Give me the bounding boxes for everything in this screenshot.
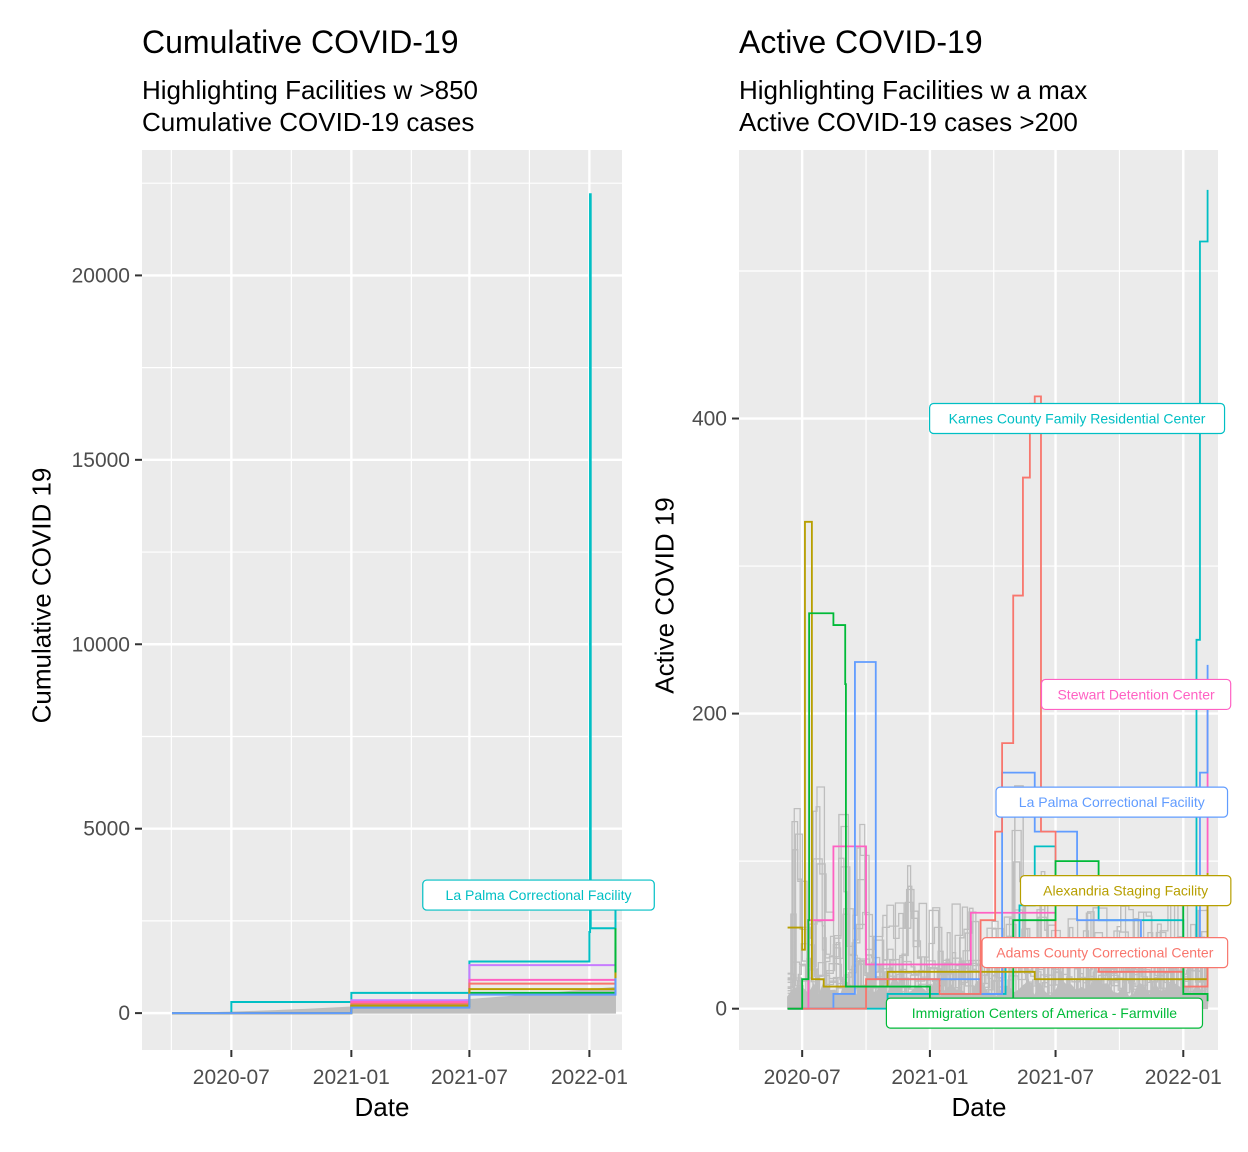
chart-subtitle-line-2: Cumulative COVID-19 cases	[142, 107, 475, 137]
annotation-label: Alexandria Staging Facility	[1019, 875, 1232, 907]
annotation-label: La Palma Correctional Facility	[995, 786, 1229, 818]
y-tick-label: 200	[692, 703, 727, 726]
chart-subtitle-line-1: Highlighting Facilities w a max	[739, 75, 1088, 105]
annotation-label: Karnes County Family Residential Center	[929, 402, 1226, 435]
plot-background	[142, 150, 622, 1050]
cumulative-chart-svg: 2020-07 2021-01 2021-07 2022-01 0 5000 10000 15…	[72, 150, 655, 1089]
y-tick-label: 20000	[72, 264, 130, 287]
chart-title: Cumulative COVID-19	[142, 24, 459, 60]
active-chart-svg: 2020-07 2021-01 2021-07 2022-01 0 200 400 Karne…	[692, 150, 1232, 1089]
y-tick-label: 10000	[72, 633, 130, 656]
annotation-text: Stewart Detention Center	[1057, 686, 1215, 702]
annotation-box	[981, 937, 1229, 969]
y-tick-label: 400	[692, 408, 727, 431]
cumulative-chart-panel: Cumulative COVID-19 Highlighting Facilit…	[26, 24, 655, 1122]
x-tick-label: 2022-01	[1145, 1066, 1222, 1089]
annotation-box	[929, 402, 1226, 435]
chart-subtitle-line-2: Active COVID-19 cases >200	[739, 107, 1078, 137]
y-axis-label: Active COVID 19	[649, 497, 680, 694]
y-tick-label: 5000	[83, 818, 130, 841]
annotation-text: La Palma Correctional Facility	[1019, 794, 1205, 810]
x-axis-label: Date	[354, 1092, 410, 1122]
annotation-text: Immigration Centers of America - Farmvil…	[912, 1005, 1178, 1021]
annotation-text: Karnes County Family Residential Center	[949, 411, 1206, 427]
annotation-text: La Palma Correctional Facility	[446, 887, 632, 903]
y-axis-label: Cumulative COVID 19	[26, 467, 57, 724]
chart-subtitle-line-1: Highlighting Facilities w >850	[142, 75, 479, 105]
series-line	[172, 978, 617, 1015]
series-line	[172, 193, 617, 1015]
annotation-label: Stewart Detention Center	[1040, 678, 1232, 711]
y-tick-label: 0	[118, 1002, 130, 1025]
y-tick-label: 15000	[72, 449, 130, 472]
annotation-label: La Palma Correctional Facility	[422, 879, 655, 911]
annotation-box	[1019, 875, 1232, 907]
x-tick-label: 2020-07	[764, 1066, 841, 1089]
annotation-box	[422, 879, 655, 911]
chart-title: Active COVID-19	[739, 24, 983, 60]
annotation-label: Adams County Correctional Center	[981, 937, 1229, 969]
x-tick-label: 2020-07	[193, 1066, 270, 1089]
annotation-box	[1040, 678, 1232, 711]
x-tick-label: 2021-07	[431, 1066, 508, 1089]
x-tick-label: 2021-01	[891, 1066, 968, 1089]
x-axis-label: Date	[951, 1092, 1007, 1122]
x-tick-label: 2021-07	[1017, 1066, 1094, 1089]
x-tick-label: 2022-01	[551, 1066, 628, 1089]
active-chart-panel: Active COVID-19 Highlighting Facilities …	[630, 0, 1248, 1152]
annotation-label: Immigration Centers of America - Farmvil…	[885, 997, 1204, 1029]
series-line	[787, 520, 1209, 988]
y-tick-label: 0	[715, 998, 727, 1021]
annotation-text: Alexandria Staging Facility	[1043, 883, 1208, 899]
annotation-box	[995, 786, 1229, 818]
annotation-text: Adams County Correctional Center	[996, 945, 1213, 961]
x-tick-label: 2021-01	[313, 1066, 390, 1089]
annotation-box	[885, 997, 1204, 1029]
